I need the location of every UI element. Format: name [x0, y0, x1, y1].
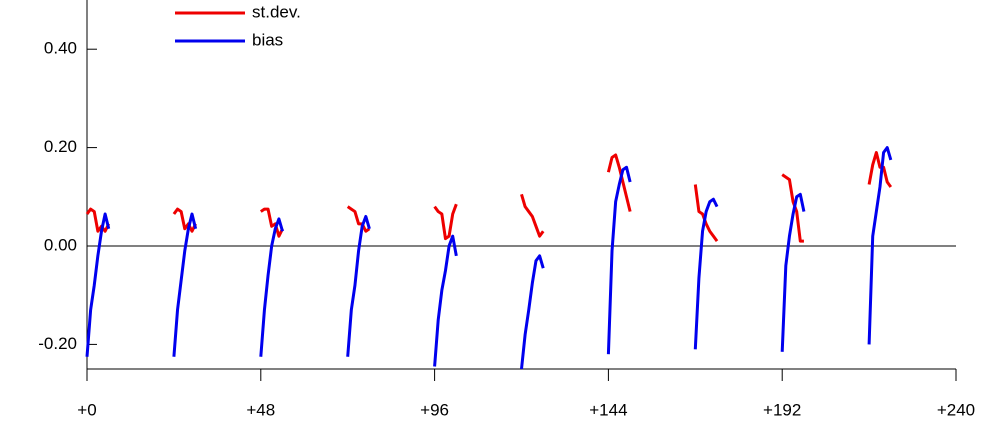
- line-series: [85, 151, 893, 243]
- y-tick-label: 0.00: [44, 235, 77, 254]
- x-tick-label: +240: [937, 400, 975, 419]
- x-tick-label: +48: [246, 400, 275, 419]
- y-tick-label: 0.20: [44, 137, 77, 156]
- legend-label: bias: [252, 30, 283, 49]
- line-series: [85, 146, 893, 370]
- y-tick-label: 0.40: [44, 39, 77, 58]
- legend-label: st.dev.: [252, 2, 301, 21]
- y-tick-label: -0.20: [38, 334, 77, 353]
- x-tick-label: +144: [589, 400, 627, 419]
- x-tick-label: +0: [77, 400, 96, 419]
- x-tick-label: +96: [420, 400, 449, 419]
- x-tick-label: +192: [763, 400, 801, 419]
